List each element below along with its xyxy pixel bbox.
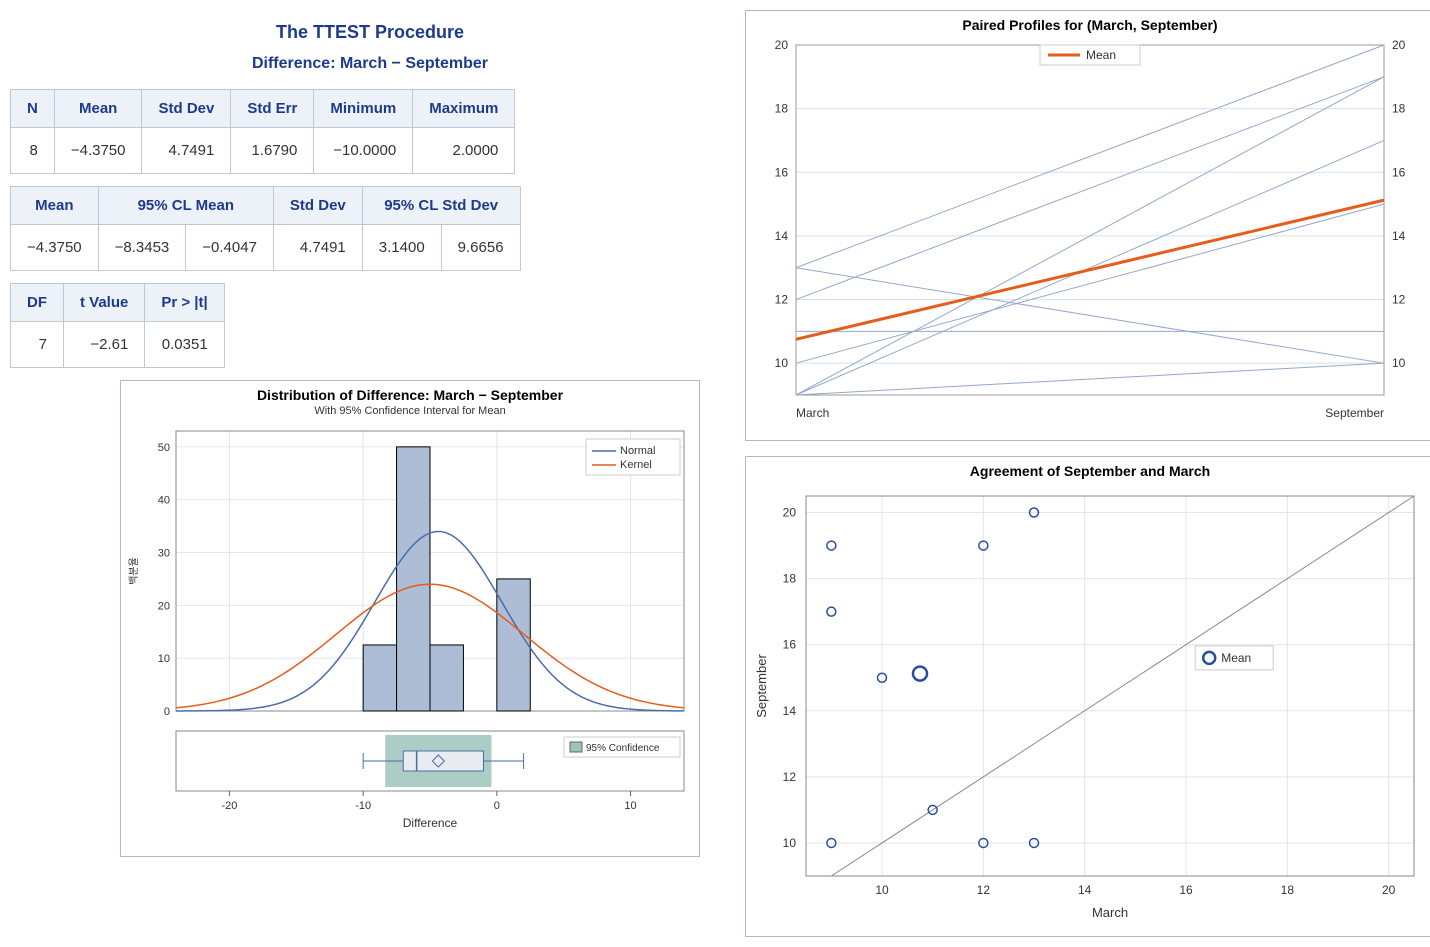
col-header: Std Dev bbox=[273, 187, 362, 225]
cell: 4.7491 bbox=[142, 128, 231, 174]
svg-text:10: 10 bbox=[624, 800, 636, 812]
svg-text:16: 16 bbox=[783, 638, 797, 652]
svg-text:Normal: Normal bbox=[620, 445, 655, 457]
svg-text:14: 14 bbox=[783, 704, 797, 718]
stats-table-1: NMeanStd DevStd ErrMinimumMaximum 8−4.37… bbox=[10, 89, 515, 174]
svg-text:0: 0 bbox=[164, 706, 170, 718]
svg-text:20: 20 bbox=[158, 600, 170, 612]
svg-text:12: 12 bbox=[783, 770, 797, 784]
svg-text:14: 14 bbox=[1392, 229, 1406, 243]
cell: 1.6790 bbox=[231, 128, 314, 174]
svg-text:18: 18 bbox=[783, 572, 797, 586]
svg-text:14: 14 bbox=[775, 229, 789, 243]
svg-text:10: 10 bbox=[783, 836, 797, 850]
svg-text:September: September bbox=[754, 654, 769, 718]
svg-text:20: 20 bbox=[1382, 883, 1396, 897]
distribution-title: Distribution of Difference: March − Sept… bbox=[121, 381, 699, 405]
col-header: Pr > |t| bbox=[145, 284, 224, 322]
cell: 3.1400 bbox=[362, 225, 441, 271]
svg-text:March: March bbox=[1092, 905, 1128, 920]
cell: 9.6656 bbox=[441, 225, 520, 271]
col-header: t Value bbox=[64, 284, 145, 322]
agreement-svg: 10 12 14 16 18 20 10 12 14 16 18 20 Mean March Septemb… bbox=[746, 481, 1430, 931]
svg-text:September: September bbox=[1325, 406, 1384, 420]
report-header: The TTEST Procedure Difference: March − … bbox=[10, 10, 730, 85]
svg-text:20: 20 bbox=[783, 506, 797, 520]
svg-text:Mean: Mean bbox=[1086, 48, 1116, 62]
stats-table-3: DFt ValuePr > |t| 7−2.610.0351 bbox=[10, 283, 225, 368]
stats-table-2: Mean95% CL MeanStd Dev95% CL Std Dev −4.… bbox=[10, 186, 521, 271]
cell: −10.0000 bbox=[314, 128, 413, 174]
svg-text:10: 10 bbox=[775, 356, 789, 370]
svg-text:10: 10 bbox=[158, 653, 170, 665]
svg-text:18: 18 bbox=[1281, 883, 1295, 897]
svg-text:10: 10 bbox=[875, 883, 889, 897]
svg-text:30: 30 bbox=[158, 548, 170, 560]
svg-text:0: 0 bbox=[494, 800, 500, 812]
svg-text:12: 12 bbox=[977, 883, 991, 897]
col-header: Mean bbox=[54, 90, 142, 128]
svg-text:20: 20 bbox=[775, 38, 789, 52]
svg-text:14: 14 bbox=[1078, 883, 1092, 897]
svg-text:40: 40 bbox=[158, 495, 170, 507]
agreement-chart: Agreement of September and March 1012141… bbox=[745, 456, 1430, 937]
cell: −2.61 bbox=[64, 322, 145, 368]
agreement-title: Agreement of September and March bbox=[746, 457, 1430, 481]
col-header: 95% CL Mean bbox=[98, 187, 273, 225]
svg-text:50: 50 bbox=[158, 442, 170, 454]
cell: 0.0351 bbox=[145, 322, 224, 368]
col-header: N bbox=[11, 90, 55, 128]
cell: −4.3750 bbox=[54, 128, 142, 174]
svg-text:18: 18 bbox=[775, 102, 789, 116]
cell: −8.3453 bbox=[98, 225, 186, 271]
svg-text:March: March bbox=[796, 406, 829, 420]
distribution-subtitle: With 95% Confidence Interval for Mean bbox=[121, 405, 699, 421]
distribution-svg: 0 10 20 30 40 50 Normal Kernel 백분율 95% Confidence… bbox=[121, 421, 699, 851]
cell: −4.3750 bbox=[11, 225, 99, 271]
col-header: Std Dev bbox=[142, 90, 231, 128]
cell: 7 bbox=[11, 322, 64, 368]
svg-text:20: 20 bbox=[1392, 38, 1406, 52]
col-header: Mean bbox=[11, 187, 99, 225]
svg-text:16: 16 bbox=[1392, 165, 1406, 179]
svg-text:10: 10 bbox=[1392, 356, 1406, 370]
svg-text:12: 12 bbox=[1392, 293, 1406, 307]
svg-text:-20: -20 bbox=[222, 800, 238, 812]
svg-text:18: 18 bbox=[1392, 102, 1406, 116]
report-title: The TTEST Procedure bbox=[22, 22, 718, 43]
svg-text:16: 16 bbox=[775, 165, 789, 179]
svg-text:Difference: Difference bbox=[403, 816, 458, 830]
svg-text:백분율: 백분율 bbox=[128, 557, 140, 585]
svg-text:Kernel: Kernel bbox=[620, 459, 652, 471]
cell: 8 bbox=[11, 128, 55, 174]
paired-profiles-svg: 10 10 12 12 14 14 16 16 18 18 20 20 March September Me… bbox=[746, 35, 1430, 435]
col-header: Maximum bbox=[413, 90, 515, 128]
svg-text:12: 12 bbox=[775, 293, 789, 307]
cell: −0.4047 bbox=[186, 225, 274, 271]
col-header: DF bbox=[11, 284, 64, 322]
col-header: Minimum bbox=[314, 90, 413, 128]
cell: 4.7491 bbox=[273, 225, 362, 271]
distribution-chart: Distribution of Difference: March − Sept… bbox=[120, 380, 700, 857]
col-header: 95% CL Std Dev bbox=[362, 187, 520, 225]
svg-text:Mean: Mean bbox=[1221, 651, 1251, 665]
col-header: Std Err bbox=[231, 90, 314, 128]
svg-text:-10: -10 bbox=[355, 800, 371, 812]
paired-profiles-title: Paired Profiles for (March, September) bbox=[746, 11, 1430, 35]
cell: 2.0000 bbox=[413, 128, 515, 174]
report-subtitle: Difference: March − September bbox=[22, 55, 718, 73]
svg-text:16: 16 bbox=[1179, 883, 1193, 897]
svg-text:95% Confidence: 95% Confidence bbox=[586, 743, 660, 754]
paired-profiles-chart: Paired Profiles for (March, September) 1… bbox=[745, 10, 1430, 441]
